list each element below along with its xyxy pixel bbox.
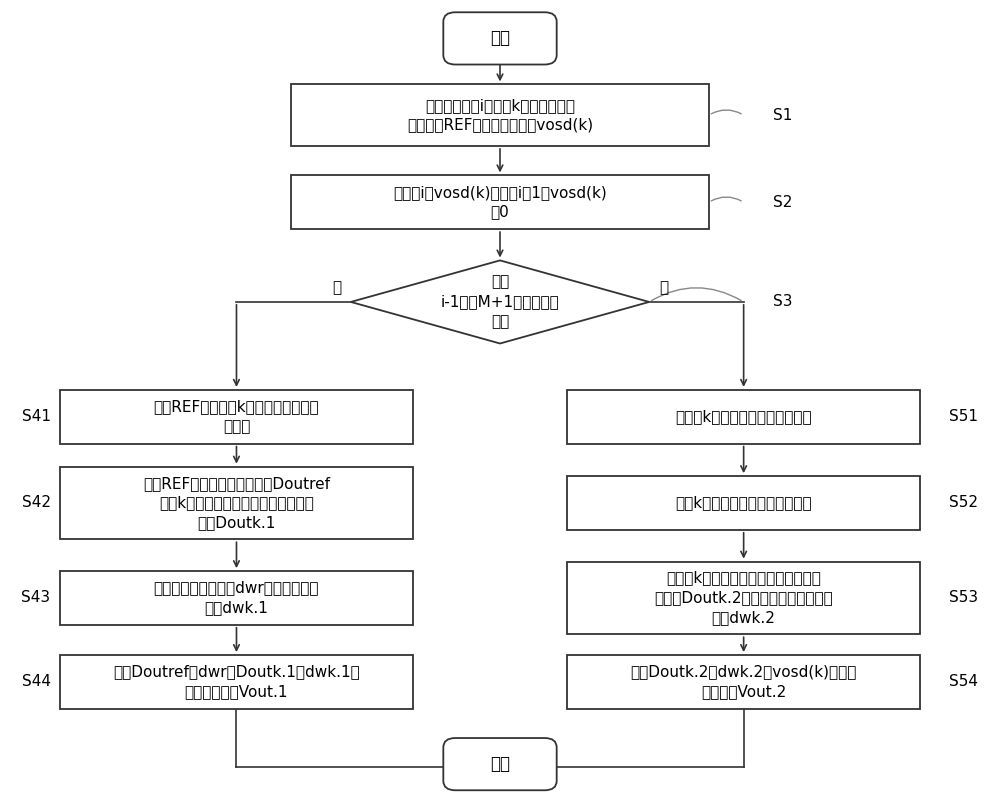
- Polygon shape: [351, 261, 649, 344]
- Bar: [567, 476, 920, 530]
- Text: S2: S2: [773, 194, 793, 210]
- Bar: [567, 390, 920, 444]
- Text: S41: S41: [22, 409, 51, 424]
- Text: S43: S43: [21, 591, 51, 606]
- Text: 获取第一初始权重值dwr和第二初始权
重值dwk.1: 获取第一初始权重值dwr和第二初始权 重值dwk.1: [154, 580, 319, 615]
- Bar: [60, 390, 413, 444]
- FancyBboxPatch shape: [443, 12, 557, 65]
- Text: S53: S53: [949, 591, 979, 606]
- Text: 开始: 开始: [490, 29, 510, 47]
- Bar: [60, 655, 413, 709]
- Text: S52: S52: [949, 496, 978, 510]
- Text: 获取判定系数i以及第k个时间交织通
道相对于REF通道的固定失调vosd(k): 获取判定系数i以及第k个时间交织通 道相对于REF通道的固定失调vosd(k): [407, 98, 593, 132]
- Text: 初始化i和vosd(k)，使得i为1，vosd(k)
为0: 初始化i和vosd(k)，使得i为1，vosd(k) 为0: [393, 185, 607, 220]
- Text: 根据Doutk.2、dwk.2和vosd(k)确定第
二输出值Vout.2: 根据Doutk.2、dwk.2和vosd(k)确定第 二输出值Vout.2: [630, 665, 857, 699]
- Text: 获得REF通道的数字输出码字Doutref
和第k个时间交织通道的第一数字输出
码字Doutk.1: 获得REF通道的数字输出码字Doutref 和第k个时间交织通道的第一数字输出 …: [143, 476, 330, 530]
- Text: 是: 是: [332, 281, 341, 296]
- Text: 对第k个时间交织通道进行正翻转: 对第k个时间交织通道进行正翻转: [675, 496, 812, 510]
- Bar: [567, 655, 920, 709]
- Bar: [60, 466, 413, 540]
- Bar: [60, 571, 413, 625]
- Text: S51: S51: [949, 409, 978, 424]
- Text: S54: S54: [949, 674, 978, 689]
- Text: 判定REF通道和第k个时间交织通道一
起工作: 判定REF通道和第k个时间交织通道一 起工作: [154, 399, 319, 434]
- Text: 根据Doutref、dwr、Doutk.1和dwk.1确
定第一输出值Vout.1: 根据Doutref、dwr、Doutk.1和dwk.1确 定第一输出值Vout.…: [113, 665, 360, 699]
- Text: 判断
i-1除以M+1的余数是否
为零: 判断 i-1除以M+1的余数是否 为零: [441, 275, 559, 329]
- Text: 获取第k个时间交织通道的第二数字输
出码字Doutk.2以及第二数字码字的权
重值dwk.2: 获取第k个时间交织通道的第二数字输 出码字Doutk.2以及第二数字码字的权 重…: [654, 571, 833, 625]
- Text: 判定第k个时间交织通道单独工作: 判定第k个时间交织通道单独工作: [675, 409, 812, 424]
- Bar: [291, 84, 709, 146]
- Bar: [567, 562, 920, 634]
- Bar: [291, 175, 709, 229]
- Text: 否: 否: [659, 281, 668, 296]
- Text: S42: S42: [22, 496, 51, 510]
- Text: S1: S1: [773, 108, 793, 123]
- FancyBboxPatch shape: [443, 738, 557, 791]
- Text: S3: S3: [773, 294, 793, 309]
- Text: 结束: 结束: [490, 755, 510, 773]
- Text: S44: S44: [22, 674, 51, 689]
